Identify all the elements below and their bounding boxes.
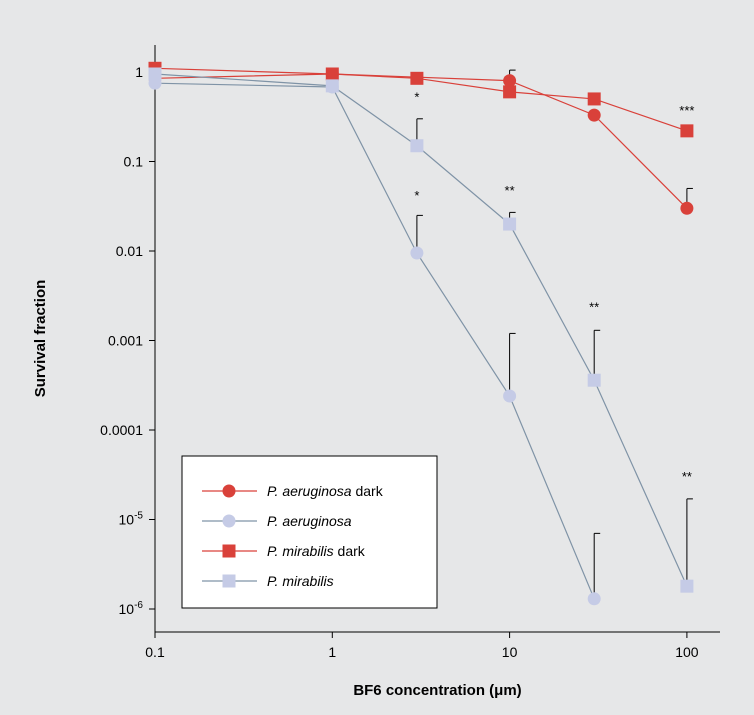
significance-label: ** xyxy=(505,183,515,198)
significance-label: * xyxy=(414,188,419,203)
y-tick-label: 0.1 xyxy=(124,154,144,170)
y-tick-label: 0.01 xyxy=(116,243,143,259)
data-point-square xyxy=(325,67,339,81)
legend-label: P. mirabilis dark xyxy=(267,543,366,559)
x-axis-title: BF6 concentration (μm) xyxy=(353,682,521,699)
data-point-circle xyxy=(680,201,694,215)
legend-marker-circle xyxy=(222,484,236,498)
series-line-3 xyxy=(154,73,688,587)
y-tick-label: 0.001 xyxy=(108,333,143,349)
data-point-square xyxy=(587,92,601,106)
x-tick-label: 100 xyxy=(675,644,699,660)
legend: P. aeruginosa dark P. aeruginosa P. mirabi… xyxy=(181,455,438,609)
data-point-square xyxy=(680,579,694,593)
data-point-square xyxy=(325,79,339,93)
x-tick-label: 1 xyxy=(328,644,336,660)
data-point-square xyxy=(410,71,424,85)
data-point-circle xyxy=(503,74,517,88)
x-tick-label: 0.1 xyxy=(145,644,165,660)
data-point-square xyxy=(680,124,694,138)
y-tick-label: 1 xyxy=(135,64,143,80)
y-axis-title: Survival fraction xyxy=(32,280,49,398)
legend-label: P. mirabilis xyxy=(267,573,334,589)
significance-label: ** xyxy=(682,469,692,484)
legend-marker-square xyxy=(222,544,236,558)
legend-marker-circle xyxy=(222,514,236,528)
significance-label: ** xyxy=(589,300,599,315)
legend-label: P. aeruginosa dark xyxy=(267,483,384,499)
series-line-2 xyxy=(154,67,688,132)
data-point-square xyxy=(503,85,517,99)
annotation-layer: ** ********* xyxy=(414,89,694,484)
x-tick-label: 10 xyxy=(502,644,518,660)
data-point-square xyxy=(503,217,517,231)
data-point-square xyxy=(148,67,162,81)
data-point-circle xyxy=(503,389,517,403)
data-point-square xyxy=(410,139,424,153)
legend-marker-square xyxy=(222,574,236,588)
series-layer xyxy=(148,61,694,606)
data-point-circle xyxy=(587,108,601,122)
significance-label: *** xyxy=(679,103,694,118)
data-point-square xyxy=(587,373,601,387)
y-tick-label: 0.0001 xyxy=(100,422,143,438)
significance-label: * xyxy=(414,89,419,104)
data-point-circle xyxy=(410,246,424,260)
data-point-circle xyxy=(587,592,601,606)
legend-label: P. aeruginosa xyxy=(267,513,352,529)
